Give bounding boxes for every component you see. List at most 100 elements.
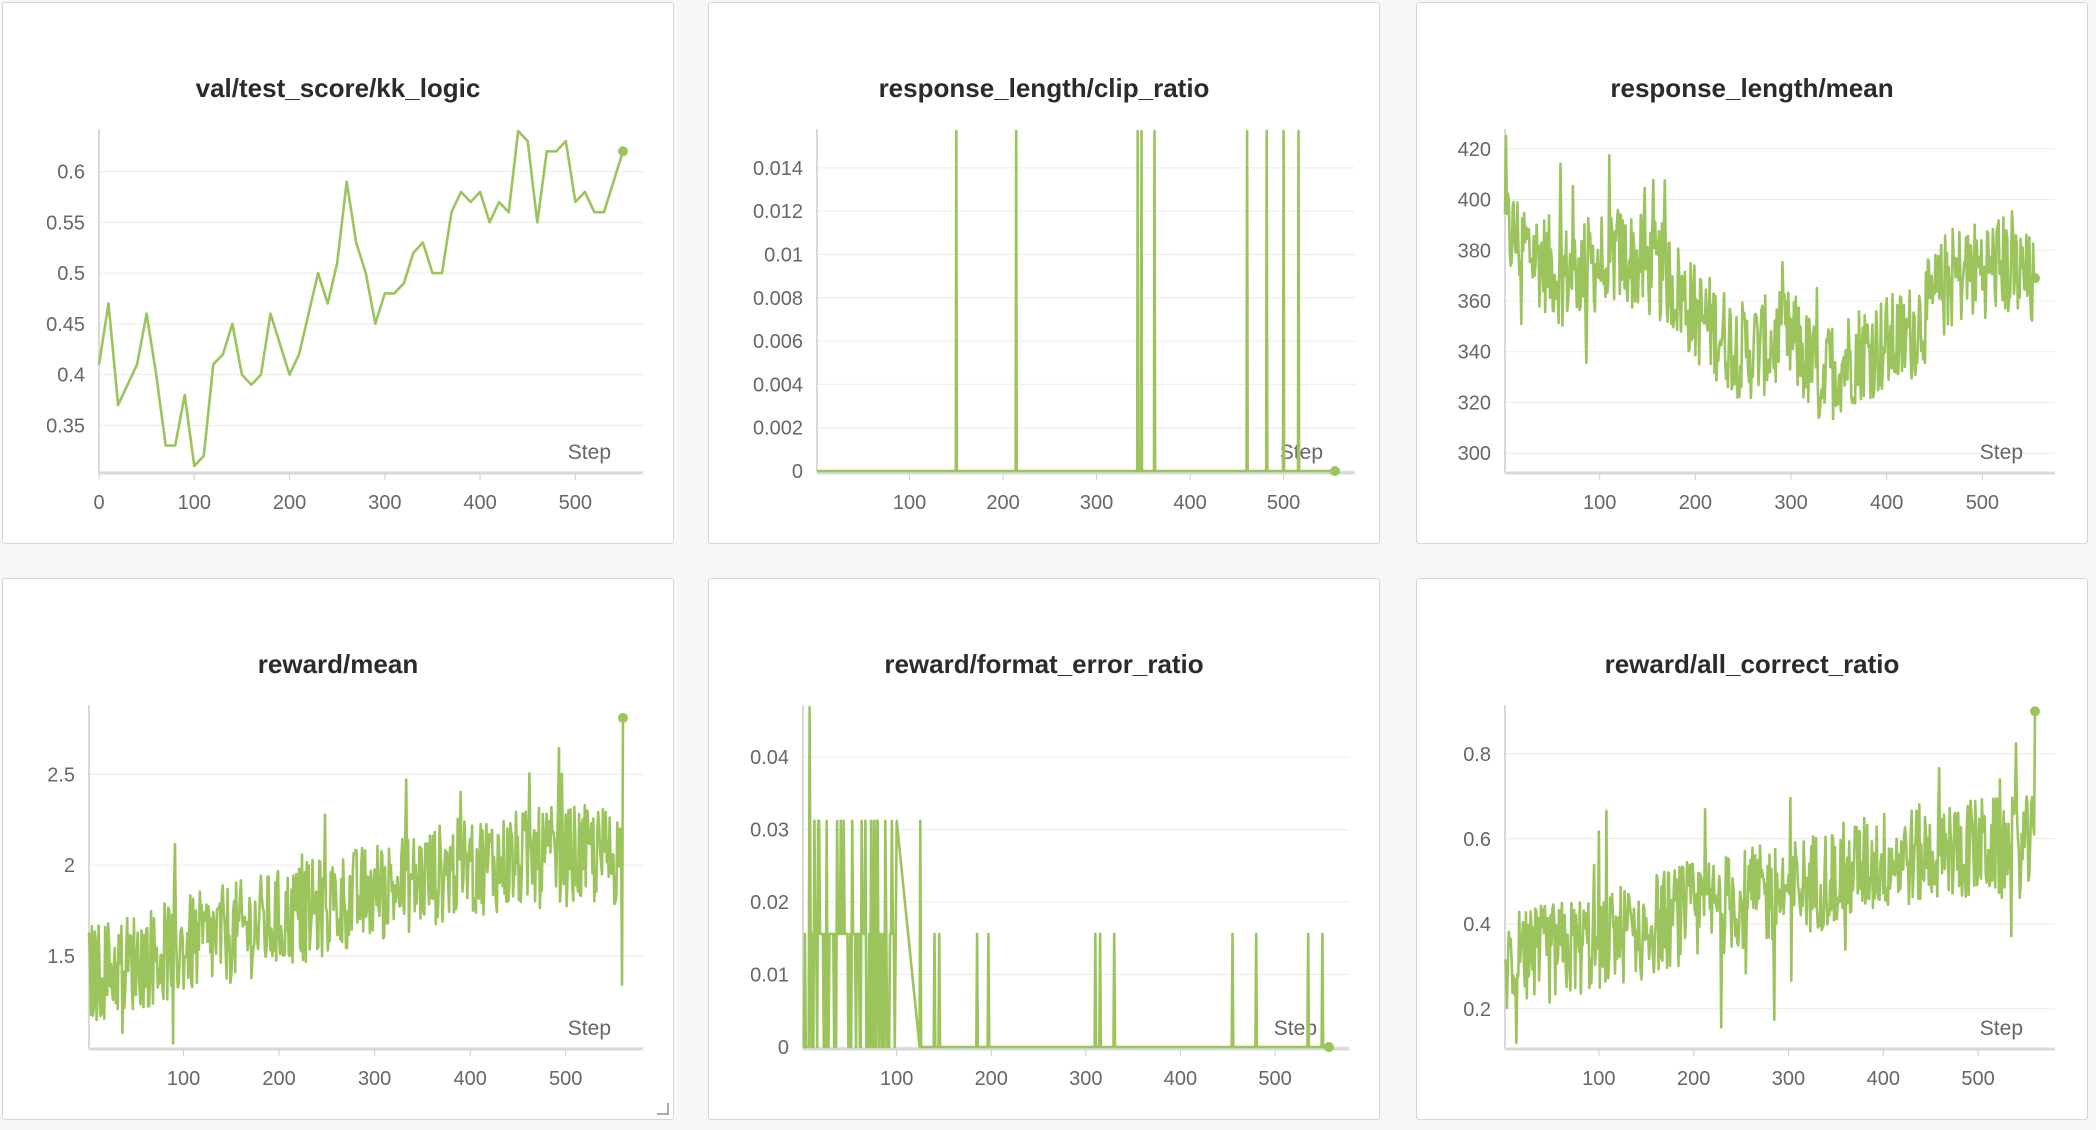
series-line — [87, 717, 625, 1045]
x-tick-label: 300 — [368, 492, 401, 514]
chart-panel-format-error-ratio[interactable]: reward/format_error_ratio 0 0.01 0.02 0.03 0… — [708, 578, 1380, 1120]
series-line — [1503, 134, 2037, 421]
x-tick-label: 100 — [167, 1068, 200, 1090]
x-axis-label: Step — [568, 1017, 611, 1040]
y-tick-label: 0.6 — [57, 162, 85, 184]
x-tick-label: 200 — [1679, 492, 1712, 514]
y-tick-label: 360 — [1458, 291, 1491, 313]
x-tick-label: 100 — [178, 492, 211, 514]
y-tick-label: 0.04 — [750, 747, 789, 769]
x-axis-label: Step — [1980, 441, 2023, 464]
y-tick-label: 0.03 — [750, 820, 789, 842]
x-tick-label: 400 — [1164, 1068, 1197, 1090]
chart-panel-all-correct-ratio[interactable]: reward/all_correct_ratio 0.2 0.4 0.6 0.8 100… — [1416, 578, 2088, 1120]
chart-title: reward/format_error_ratio — [884, 649, 1204, 679]
y-tick-label: 0.2 — [1463, 999, 1491, 1021]
y-tick-label: 300 — [1458, 443, 1491, 465]
series-line — [1503, 711, 2037, 1045]
x-tick-label: 300 — [1080, 492, 1113, 514]
chart-panel-reward-mean[interactable]: reward/mean 1.5 2 2.5 100 200 300 400 500 Step — [2, 578, 674, 1120]
y-tick-label: 0.55 — [46, 212, 85, 234]
y-tick-label: 0.02 — [750, 892, 789, 914]
x-tick-label: 400 — [463, 492, 496, 514]
chart-panel-clip-ratio[interactable]: response_length/clip_ratio 0 0.002 0.004 0.… — [708, 2, 1380, 544]
y-tick-label: 0.008 — [753, 288, 803, 310]
x-tick-label: 100 — [893, 492, 926, 514]
chart-panel-response-length-mean[interactable]: response_length/mean 300 320 340 360 380 400 4… — [1416, 2, 2088, 544]
y-tick-label: 0.01 — [764, 244, 803, 266]
chart-svg[interactable]: 0 0.002 0.004 0.006 0.008 0.01 0.012 0.014 100 20… — [709, 3, 1381, 545]
last-point-marker — [1324, 1042, 1334, 1052]
y-tick-label: 0.4 — [57, 365, 85, 387]
y-tick-label: 0.006 — [753, 331, 803, 353]
series-line — [97, 129, 625, 468]
chart-svg[interactable]: 0.2 0.4 0.6 0.8 100 200 300 400 500 Step — [1417, 579, 2089, 1121]
x-tick-label: 300 — [1772, 1068, 1805, 1090]
x-axis-label: Step — [568, 441, 611, 464]
chart-svg[interactable]: 300 320 340 360 380 400 420 100 200 300 400 500 Step — [1417, 3, 2089, 545]
y-tick-label: 0.004 — [753, 374, 803, 396]
x-tick-label: 500 — [559, 492, 592, 514]
last-point-marker — [2030, 706, 2040, 717]
series-line — [802, 705, 1329, 1049]
x-tick-label: 400 — [1867, 1068, 1900, 1090]
last-point-marker — [618, 712, 628, 723]
x-tick-label: 500 — [1966, 492, 1999, 514]
x-tick-label: 400 — [453, 1068, 486, 1090]
x-tick-label: 500 — [549, 1068, 582, 1090]
y-tick-label: 420 — [1458, 139, 1491, 161]
y-tick-label: 0.002 — [753, 418, 803, 440]
y-tick-label: 0.35 — [46, 415, 85, 437]
x-tick-label: 100 — [880, 1068, 913, 1090]
x-tick-label: 100 — [1583, 492, 1616, 514]
x-axis-label: Step — [1980, 1017, 2023, 1040]
y-tick-label: 2.5 — [47, 764, 75, 786]
x-tick-label: 200 — [1677, 1068, 1710, 1090]
x-tick-label: 400 — [1870, 492, 1903, 514]
series-line — [817, 129, 1335, 473]
x-tick-label: 300 — [1069, 1068, 1102, 1090]
y-tick-label: 0.45 — [46, 314, 85, 336]
x-tick-label: 500 — [1961, 1068, 1994, 1090]
y-tick-label: 0.01 — [750, 965, 789, 987]
chart-title: response_length/clip_ratio — [878, 73, 1210, 103]
y-tick-label: 0.6 — [1463, 829, 1491, 851]
chart-svg[interactable]: 1.5 2 2.5 100 200 300 400 500 Step — [3, 579, 675, 1121]
x-tick-label: 200 — [262, 1068, 295, 1090]
y-tick-label: 0 — [792, 461, 803, 483]
chart-svg[interactable]: 0.35 0.4 0.45 0.5 0.55 0.6 0 100 200 300 400 500 Ste… — [3, 3, 675, 545]
y-tick-label: 380 — [1458, 240, 1491, 262]
chart-title: reward/mean — [257, 649, 419, 679]
x-tick-label: 300 — [358, 1068, 391, 1090]
chart-title: val/test_score/kk_logic — [195, 73, 481, 103]
y-tick-label: 0.014 — [753, 158, 803, 180]
x-tick-label: 200 — [273, 492, 306, 514]
y-tick-label: 400 — [1458, 190, 1491, 212]
x-tick-label: 200 — [986, 492, 1019, 514]
x-axis-label: Step — [1280, 441, 1323, 464]
y-tick-label: 340 — [1458, 342, 1491, 364]
y-tick-label: 320 — [1458, 392, 1491, 414]
x-axis-label: Step — [1274, 1017, 1317, 1040]
last-point-marker — [618, 146, 628, 157]
y-tick-label: 1.5 — [47, 946, 75, 968]
x-tick-label: 100 — [1582, 1068, 1615, 1090]
x-tick-label: 500 — [1267, 492, 1300, 514]
resize-handle-icon[interactable] — [657, 1103, 669, 1115]
x-tick-label: 400 — [1173, 492, 1206, 514]
chart-panel-val-test-score[interactable]: val/test_score/kk_logic 0.35 0.4 0.45 0.5 0.… — [2, 2, 674, 544]
chart-title: reward/all_correct_ratio — [1604, 649, 1900, 679]
last-point-marker — [2030, 273, 2040, 284]
y-tick-label: 0.012 — [753, 201, 803, 223]
y-tick-label: 0 — [778, 1037, 789, 1059]
chart-svg[interactable]: 0 0.01 0.02 0.03 0.04 100 200 300 400 500 Step — [709, 579, 1381, 1121]
y-tick-label: 2 — [64, 855, 75, 877]
x-tick-label: 200 — [975, 1068, 1008, 1090]
x-tick-label: 0 — [93, 492, 104, 514]
x-tick-label: 500 — [1258, 1068, 1291, 1090]
chart-title: response_length/mean — [1610, 73, 1894, 103]
x-tick-label: 300 — [1774, 492, 1807, 514]
y-tick-label: 0.5 — [57, 263, 85, 285]
y-tick-label: 0.8 — [1463, 744, 1491, 766]
